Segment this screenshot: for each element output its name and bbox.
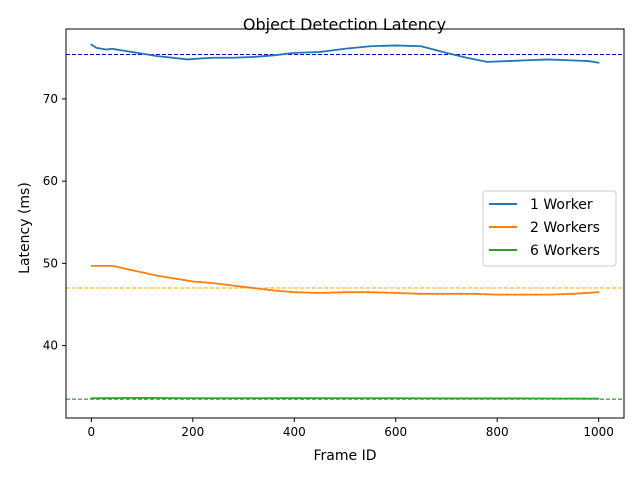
x-axis-title: Frame ID	[314, 448, 377, 464]
plot-area-frame	[65, 28, 625, 419]
x-tick-label: 400	[283, 425, 306, 439]
y-axis-ticks: 40 50 60 70	[43, 92, 66, 353]
y-tick-label: 40	[43, 339, 58, 353]
y-tick-label: 60	[43, 174, 58, 188]
y-axis-title: Latency (ms)	[17, 182, 33, 274]
x-tick-label: 200	[181, 425, 204, 439]
chart-title: Object Detection Latency	[243, 15, 446, 34]
y-tick-label: 70	[43, 92, 58, 106]
legend-label-2-workers: 2 Workers	[530, 220, 600, 236]
x-tick-label: 600	[384, 425, 407, 439]
x-axis-ticks: 0 200 400 600 800 1000	[88, 418, 614, 439]
x-tick-label: 1000	[583, 425, 614, 439]
series-lines	[90, 43, 600, 400]
y-tick-label: 50	[43, 256, 58, 270]
legend-label-6-workers: 6 Workers	[530, 243, 600, 259]
x-tick-label: 0	[88, 425, 96, 439]
series-line-1-worker	[90, 43, 600, 64]
series-line-6-workers	[90, 396, 600, 400]
x-tick-label: 800	[486, 425, 509, 439]
series-line-2-workers	[90, 264, 600, 296]
legend-box	[482, 190, 617, 267]
legend-label-1-worker: 1 Worker	[530, 197, 593, 213]
legend: 1 Worker 2 Workers 6 Workers	[482, 190, 617, 267]
